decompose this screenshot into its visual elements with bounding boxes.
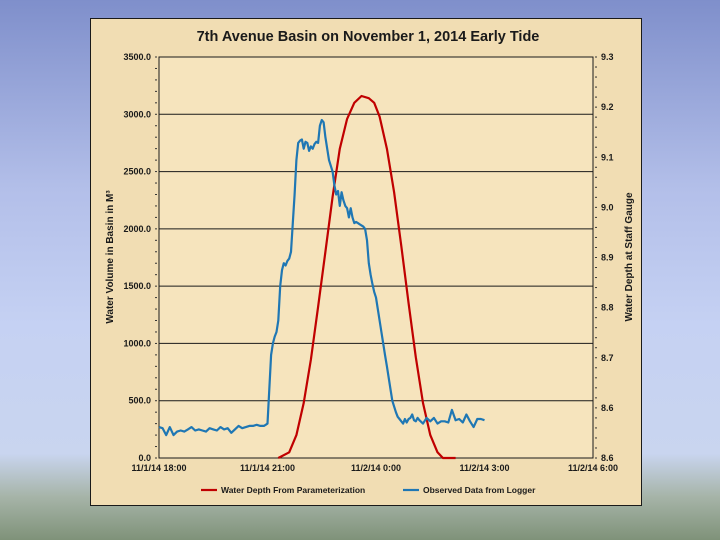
- minor-ticks: [155, 56, 597, 459]
- y2-tick-label: 8.7: [601, 353, 614, 363]
- x-tick-label: 11/2/14 0:00: [351, 463, 401, 473]
- plot-area: [158, 56, 594, 459]
- legend-label: Observed Data from Logger: [423, 485, 536, 495]
- y-tick-label: 3000.0: [123, 109, 151, 119]
- legend-label: Water Depth From Parameterization: [221, 485, 365, 495]
- series-lines: [158, 94, 485, 460]
- chart-title: 7th Avenue Basin on November 1, 2014 Ear…: [197, 29, 540, 45]
- y2-axis-label: Water Depth at Staff Gauge: [624, 192, 635, 322]
- y-axis-label: Water Volume in Basin in M³: [105, 190, 116, 324]
- y2-tick-label: 9.3: [601, 52, 614, 62]
- x-tick-label: 11/1/14 21:00: [240, 463, 295, 473]
- x-tick-label: 11/2/14 6:00: [568, 463, 618, 473]
- legend: Water Depth From Parameterization Observe…: [201, 485, 536, 495]
- gridlines: [159, 113, 593, 402]
- series-line: [277, 94, 456, 460]
- y-tick-label: 2000.0: [123, 224, 151, 234]
- y2-tick-label: 8.8: [601, 303, 614, 313]
- tick-labels: 0.0 500.0 1000.0 1500.0 2000.0 2500.0 3000.0 35…: [123, 52, 618, 473]
- chart: 7th Avenue Basin on November 1, 2014 Ear…: [105, 29, 635, 495]
- chart-frame: 7th Avenue Basin on November 1, 2014 Ear…: [90, 18, 642, 506]
- x-tick-label: 11/1/14 18:00: [131, 463, 186, 473]
- y2-tick-label: 8.6: [601, 403, 614, 413]
- y2-tick-label: 8.9: [601, 253, 614, 263]
- y-tick-label: 3500.0: [123, 52, 151, 62]
- y-tick-label: 1500.0: [123, 281, 151, 291]
- y2-tick-label: 9.0: [601, 202, 614, 212]
- y2-tick-label: 9.1: [601, 152, 614, 162]
- y2-tick-label: 8.6: [601, 453, 614, 463]
- y2-tick-label: 9.2: [601, 102, 614, 112]
- y-tick-label: 500.0: [128, 396, 151, 406]
- y-tick-label: 2500.0: [123, 167, 151, 177]
- y-tick-label: 1000.0: [123, 338, 151, 348]
- y-tick-label: 0.0: [138, 453, 151, 463]
- series-line: [158, 118, 485, 437]
- x-tick-label: 11/2/14 3:00: [459, 463, 509, 473]
